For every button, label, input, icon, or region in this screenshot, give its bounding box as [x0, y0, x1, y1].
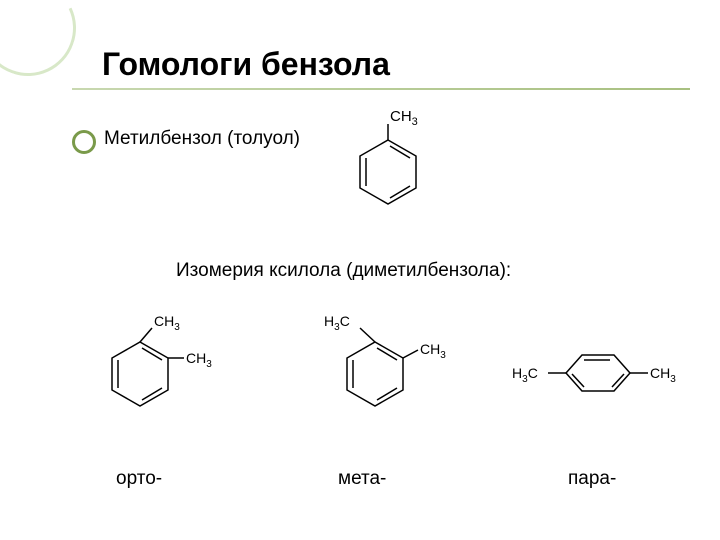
label-ortho: орто-	[116, 468, 162, 490]
svg-text:H3C: H3C	[512, 365, 538, 385]
svg-text:CH3: CH3	[186, 350, 212, 370]
structure-meta-xylene: H3C CH3	[290, 310, 460, 430]
structure-para-xylene: H3C CH3	[498, 328, 698, 418]
svg-text:CH3: CH3	[154, 313, 180, 333]
label-meta: мета-	[338, 468, 386, 490]
title-bar: Гомологи бензола	[72, 38, 690, 90]
xylene-heading: Изомерия ксилола (диметилбензола):	[176, 260, 511, 282]
page-title: Гомологи бензола	[102, 46, 390, 83]
svg-text:CH3: CH3	[390, 108, 418, 128]
svg-text:H3C: H3C	[324, 313, 350, 333]
svg-text:CH3: CH3	[650, 365, 676, 385]
structure-toluene: CH3	[338, 108, 438, 228]
structure-ortho-xylene: CH3 CH3	[90, 310, 230, 430]
title-underline	[72, 88, 690, 90]
label-para: пара-	[568, 468, 616, 490]
bullet-dot-icon	[72, 130, 96, 154]
svg-text:CH3: CH3	[420, 341, 446, 361]
toluene-label: Метилбензол (толуол)	[104, 128, 300, 150]
